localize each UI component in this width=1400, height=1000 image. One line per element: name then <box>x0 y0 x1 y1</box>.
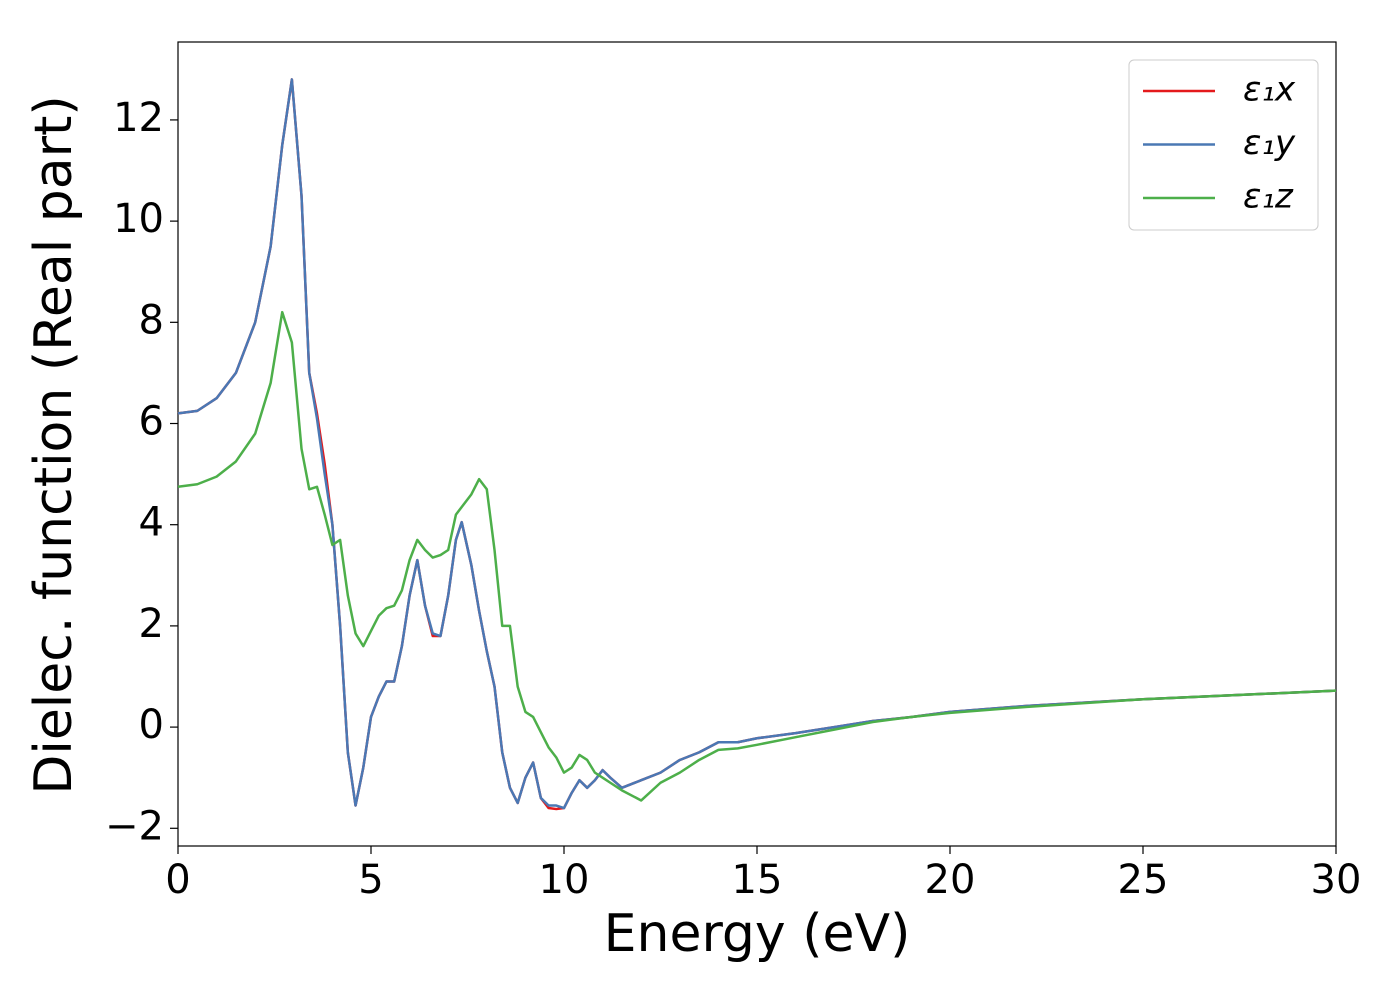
y-tick-label: −2 <box>105 803 164 849</box>
x-tick-label: 25 <box>1118 857 1169 903</box>
x-tick-label: 0 <box>165 857 190 903</box>
x-tick-label: 30 <box>1311 857 1362 903</box>
y-tick-label: 4 <box>139 500 164 546</box>
x-tick-label: 10 <box>539 857 590 903</box>
x-tick-label: 15 <box>732 857 783 903</box>
y-tick-label: 10 <box>113 196 164 242</box>
y-tick-label: 8 <box>139 297 164 343</box>
x-tick-label: 5 <box>358 857 383 903</box>
series-line <box>177 78 1337 810</box>
series-line <box>177 310 1337 802</box>
y-tick-label: 6 <box>139 399 164 445</box>
y-tick-label: 0 <box>139 702 164 748</box>
x-tick-label: 20 <box>925 857 976 903</box>
legend-label: ε₁x <box>1243 70 1296 110</box>
legend-label: ε₁y <box>1243 123 1296 163</box>
y-tick-label: 12 <box>113 95 164 141</box>
legend-box <box>1128 59 1319 231</box>
y-tick-label: 2 <box>139 601 164 647</box>
legend-label: ε₁z <box>1243 177 1294 217</box>
x-axis-label: Energy (eV) <box>604 904 911 964</box>
y-axis-label: Dielec. function (Real part) <box>24 95 84 794</box>
